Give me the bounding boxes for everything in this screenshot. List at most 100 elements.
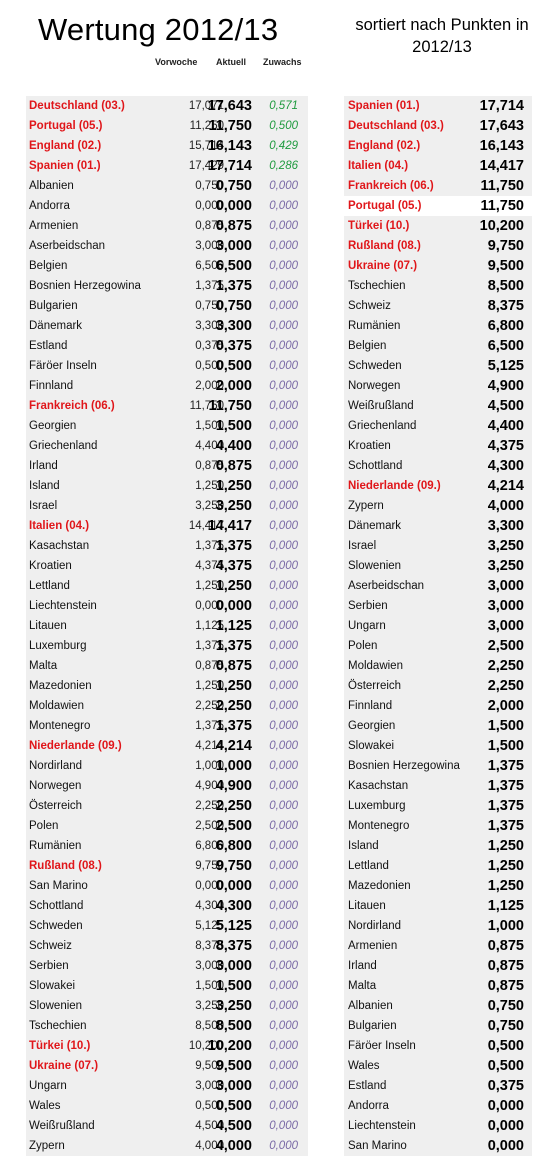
ranking-row: Israel 3,250 <box>344 536 532 556</box>
ranking-points-value: 3,250 <box>487 558 524 574</box>
ranking-row: Lettland 1,250 <box>344 856 532 876</box>
table-row: Portugal (05.) 11,250 11,750 0,500 <box>26 116 308 136</box>
current-value: 4,400 <box>215 438 252 454</box>
ranking-country-name: Bulgarien <box>348 1020 397 1032</box>
country-name: Bosnien Herzegowina <box>29 280 141 292</box>
table-row: Weißrußland 4,500 4,500 0,000 <box>26 1116 308 1136</box>
previous-week-value: 4,900 <box>195 780 224 792</box>
country-name: Lettland <box>29 580 70 592</box>
ranking-points-value: 6,800 <box>487 318 524 334</box>
previous-week-value: 0,875 <box>195 460 224 472</box>
table-row: England (02.) 15,714 16,143 0,429 <box>26 136 308 156</box>
ranking-country-name: Bosnien Herzegowina <box>348 760 460 772</box>
gain-value: 0,000 <box>269 740 298 752</box>
ranking-row: Irland 0,875 <box>344 956 532 976</box>
ranking-points-value: 14,417 <box>479 158 524 174</box>
ranking-country-name: Slowenien <box>348 560 402 572</box>
country-name: Kasachstan <box>29 540 90 552</box>
ranking-row: Kroatien 4,375 <box>344 436 532 456</box>
previous-week-value: 4,214 <box>195 740 224 752</box>
current-value: 0,000 <box>215 878 252 894</box>
ranking-row: Griechenland 4,400 <box>344 416 532 436</box>
table-row: Nordirland 1,000 1,000 0,000 <box>26 756 308 776</box>
ranking-points-value: 0,875 <box>487 938 524 954</box>
ranking-country-name: Frankreich (06.) <box>348 180 434 192</box>
gain-value: 0,000 <box>269 1040 298 1052</box>
country-name: Ukraine (07.) <box>29 1060 99 1072</box>
ranking-row: Portugal (05.) 11,750 <box>344 196 532 216</box>
current-value: 10,200 <box>207 1038 252 1054</box>
current-value: 2,000 <box>215 378 252 394</box>
table-row: Litauen 1,125 1,125 0,000 <box>26 616 308 636</box>
previous-week-value: 0,750 <box>195 180 224 192</box>
table-row: Niederlande (09.) 4,214 4,214 0,000 <box>26 736 308 756</box>
gain-value: 0,000 <box>269 200 298 212</box>
current-value: 2,500 <box>215 818 252 834</box>
previous-week-value: 6,800 <box>195 840 224 852</box>
ranking-country-name: Rußland (08.) <box>348 240 421 252</box>
country-name: Litauen <box>29 620 67 632</box>
gain-value: 0,000 <box>269 440 298 452</box>
previous-week-value: 1,500 <box>195 980 224 992</box>
previous-week-value: 9,500 <box>195 1060 224 1072</box>
ranking-row: Moldawien 2,250 <box>344 656 532 676</box>
current-value: 4,000 <box>215 1138 252 1154</box>
page-subtitle: sortiert nach Punkten in 2012/13 <box>355 16 529 56</box>
table-row: Dänemark 3,300 3,300 0,000 <box>26 316 308 336</box>
ranking-row: Nordirland 1,000 <box>344 916 532 936</box>
table-row: Wales 0,500 0,500 0,000 <box>26 1096 308 1116</box>
current-value: 9,500 <box>215 1058 252 1074</box>
previous-week-value: 1,375 <box>195 280 224 292</box>
ranking-country-name: Niederlande (09.) <box>348 480 441 492</box>
previous-week-value: 9,750 <box>195 860 224 872</box>
previous-week-value: 17,429 <box>188 160 224 172</box>
gain-value: 0,000 <box>269 500 298 512</box>
table-row: Montenegro 1,375 1,375 0,000 <box>26 716 308 736</box>
current-value: 16,143 <box>207 138 252 154</box>
current-value: 3,250 <box>215 498 252 514</box>
gain-value: 0,000 <box>269 780 298 792</box>
ranking-row: Schweiz 8,375 <box>344 296 532 316</box>
ranking-points-value: 2,250 <box>487 678 524 694</box>
ranking-points-value: 8,375 <box>487 298 524 314</box>
gain-value: 0,000 <box>269 840 298 852</box>
gain-value: 0,000 <box>269 940 298 952</box>
country-name: Dänemark <box>29 320 83 332</box>
current-value: 4,300 <box>215 898 252 914</box>
current-value: 0,875 <box>215 658 252 674</box>
gain-value: 0,571 <box>269 100 298 112</box>
current-value: 4,375 <box>215 558 252 574</box>
current-value: 17,714 <box>207 158 252 174</box>
previous-week-value: 3,250 <box>195 1000 224 1012</box>
current-value: 3,000 <box>215 238 252 254</box>
gain-value: 0,000 <box>269 180 298 192</box>
gain-value: 0,000 <box>269 900 298 912</box>
table-row: Tschechien 8,500 8,500 0,000 <box>26 1016 308 1036</box>
ranking-points-value: 3,000 <box>487 618 524 634</box>
country-name: Rußland (08.) <box>29 860 102 872</box>
ranking-country-name: England (02.) <box>348 140 421 152</box>
ranking-country-name: Nordirland <box>348 920 402 932</box>
ranking-points-value: 4,500 <box>487 398 524 414</box>
current-value: 17,643 <box>207 98 252 114</box>
ranking-points-value: 4,000 <box>487 498 524 514</box>
table-row: Kasachstan 1,375 1,375 0,000 <box>26 536 308 556</box>
table-row: Moldawien 2,250 2,250 0,000 <box>26 696 308 716</box>
gain-value: 0,000 <box>269 560 298 572</box>
current-value: 2,250 <box>215 698 252 714</box>
current-value: 1,250 <box>215 678 252 694</box>
gain-value: 0,000 <box>269 640 298 652</box>
previous-week-value: 1,250 <box>195 680 224 692</box>
ranking-country-name: Liechtenstein <box>348 1120 416 1132</box>
gain-value: 0,000 <box>269 1140 298 1152</box>
gain-value: 0,000 <box>269 1100 298 1112</box>
ranking-row: Weißrußland 4,500 <box>344 396 532 416</box>
table-row: Schweden 5,125 5,125 0,000 <box>26 916 308 936</box>
country-name: Schottland <box>29 900 84 912</box>
table-row: Israel 3,250 3,250 0,000 <box>26 496 308 516</box>
previous-week-value: 0,750 <box>195 300 224 312</box>
current-value: 8,500 <box>215 1018 252 1034</box>
ranking-points-value: 1,375 <box>487 818 524 834</box>
ranking-row: Slowakei 1,500 <box>344 736 532 756</box>
ranking-country-name: Weißrußland <box>348 400 414 412</box>
